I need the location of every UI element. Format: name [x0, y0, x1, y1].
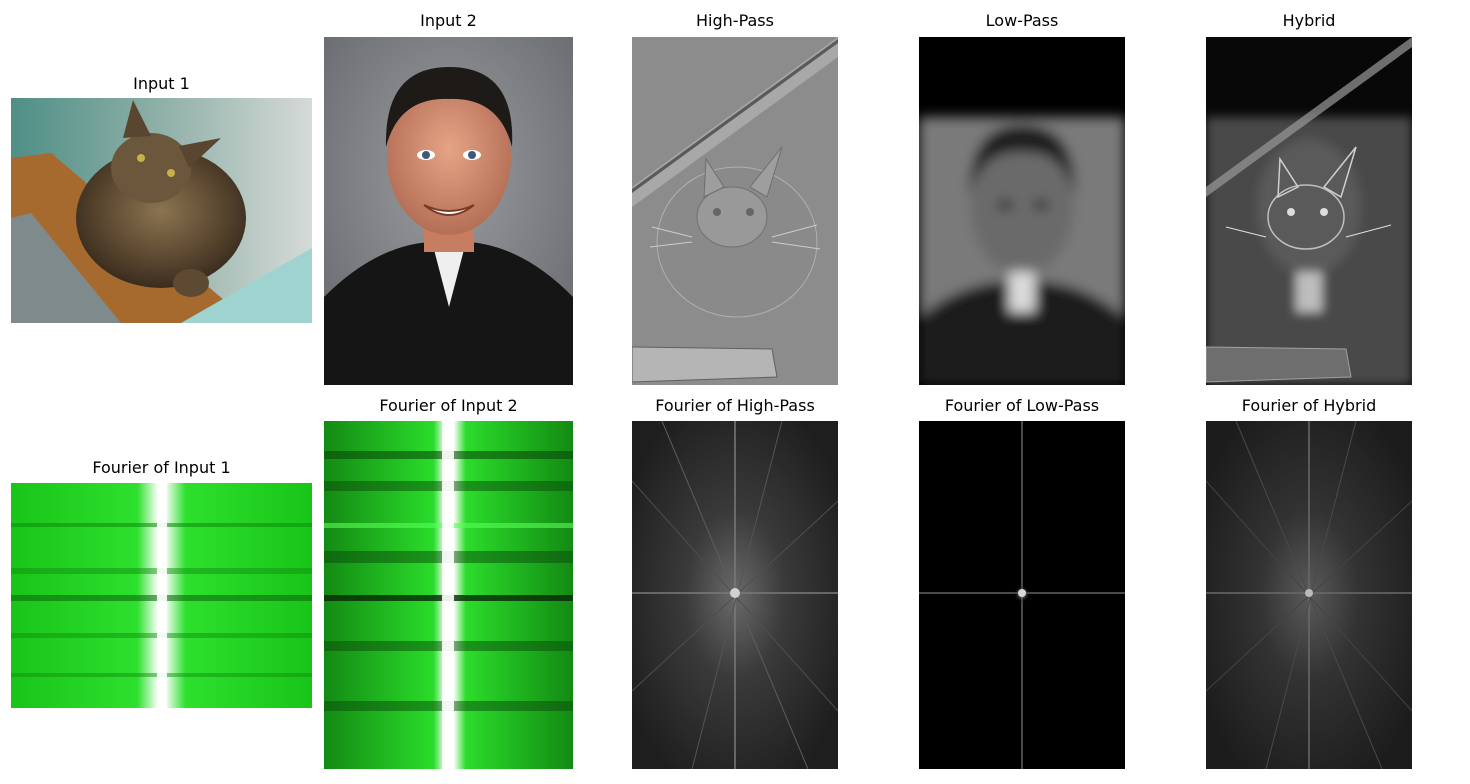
fourier-hybrid-image [1206, 421, 1412, 769]
low-pass-image [919, 37, 1125, 385]
panel-title: Fourier of Input 1 [92, 458, 231, 477]
panel-low-pass: Low-Pass [919, 11, 1125, 386]
panel-fourier-input-2: Fourier of Input 2 [324, 396, 573, 771]
cat-photo-image [11, 98, 312, 323]
fourier-high-pass-image [632, 421, 838, 769]
fourier-low-pass-image [919, 421, 1125, 769]
panel-input-1: Input 1 [11, 74, 312, 324]
panel-title: Fourier of Input 2 [379, 396, 518, 415]
panel-fourier-low-pass: Fourier of Low-Pass [919, 396, 1125, 771]
panel-title: High-Pass [696, 11, 774, 30]
panel-title: Low-Pass [985, 11, 1059, 30]
hybrid-image [1206, 37, 1412, 385]
panel-hybrid: Hybrid [1206, 11, 1412, 386]
panel-fourier-hybrid: Fourier of Hybrid [1206, 396, 1412, 771]
panel-title: Fourier of Hybrid [1241, 396, 1377, 415]
panel-title: Fourier of High-Pass [655, 396, 815, 415]
fourier-input-2-image [324, 421, 573, 769]
panel-high-pass: High-Pass [632, 11, 838, 386]
panel-input-2: Input 2 [324, 11, 573, 386]
panel-title: Input 2 [420, 11, 477, 30]
fourier-input-1-image [11, 483, 312, 708]
high-pass-image [632, 37, 838, 385]
panel-title: Hybrid [1282, 11, 1336, 30]
panel-fourier-input-1: Fourier of Input 1 [11, 458, 312, 710]
panel-title: Fourier of Low-Pass [944, 396, 1100, 415]
panel-title: Input 1 [133, 74, 190, 93]
panel-fourier-high-pass: Fourier of High-Pass [632, 396, 838, 771]
portrait-photo-image [324, 37, 573, 385]
